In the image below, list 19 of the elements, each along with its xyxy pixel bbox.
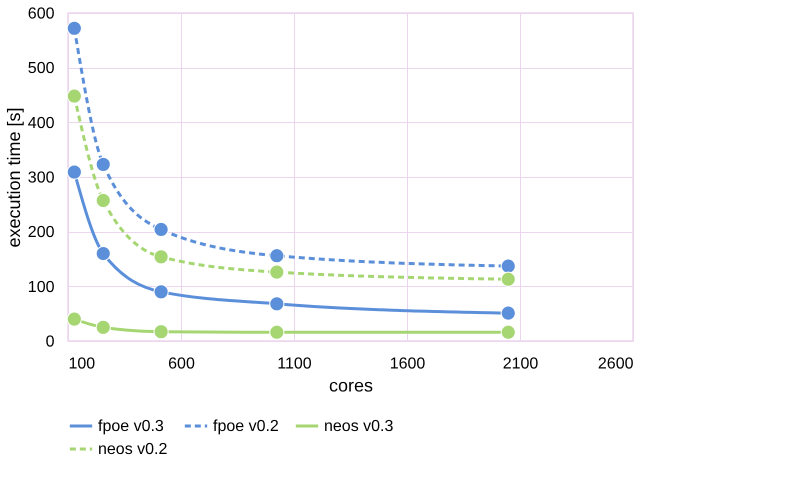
y-tick-label: 200 [28, 224, 55, 242]
y-tick-label: 0 [46, 334, 55, 350]
y-tick-label: 600 [28, 6, 55, 22]
legend-label: neos v0.3 [324, 418, 394, 435]
x-tick-label: 2600 [598, 356, 634, 372]
y-tick-label: 400 [28, 114, 55, 132]
y-tick-label: 500 [28, 60, 55, 78]
y-tick-label: 100 [28, 278, 55, 296]
y-tick-label: 300 [28, 170, 55, 186]
x-tick-label: 2100 [502, 356, 538, 372]
x-tick-label: 1600 [390, 356, 426, 372]
legend-label: fpoe v0.3 [98, 418, 164, 435]
x-tick-label: 100 [68, 356, 96, 372]
y-axis-title: execution time [s] [4, 107, 24, 248]
legend-label: fpoe v0.2 [213, 418, 279, 435]
x-tick-label: 1100 [277, 356, 312, 372]
x-tick-label: 600 [168, 356, 195, 372]
legend-label: neos v0.2 [98, 441, 168, 458]
x-axis-title: cores [328, 376, 374, 396]
